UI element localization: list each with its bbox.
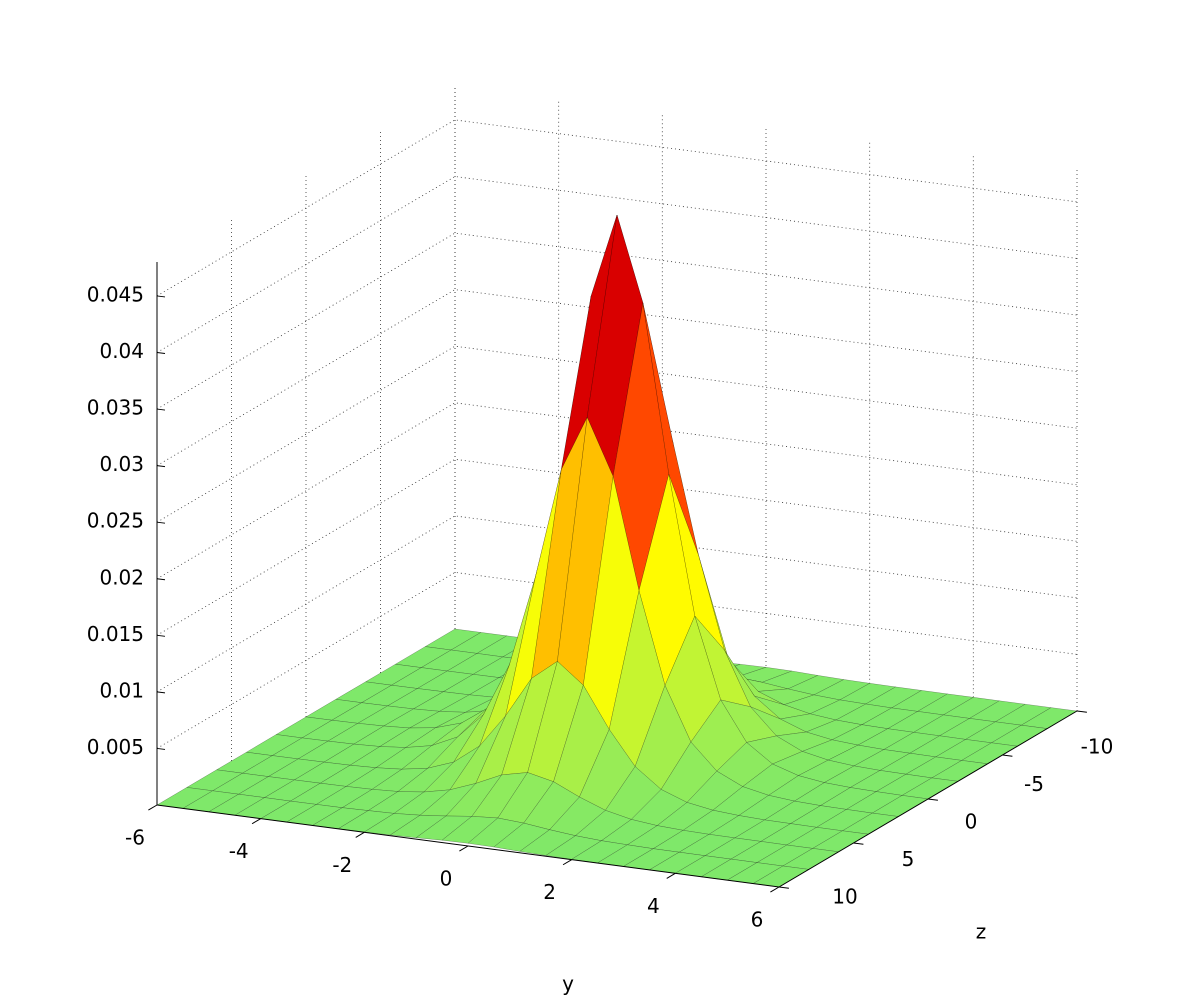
value-tick-label: 0.04 — [99, 339, 144, 363]
grid-line — [156, 176, 1078, 353]
tick-mark — [927, 798, 938, 801]
x-tick-label: 2 — [543, 880, 556, 904]
tick-mark — [156, 521, 166, 524]
tick-mark — [770, 886, 780, 893]
z-tick-label: -5 — [1024, 772, 1044, 796]
tick-mark — [156, 352, 166, 354]
tick-mark — [156, 691, 166, 694]
value-tick-label: 0.01 — [99, 678, 144, 702]
z-axis-label: z — [976, 920, 987, 944]
tick-mark — [666, 872, 676, 879]
tick-mark — [156, 578, 166, 581]
z-tick-label: 0 — [965, 810, 978, 834]
tick-mark — [853, 842, 864, 845]
value-tick-label: 0.03 — [99, 452, 144, 476]
value-tick-label: 0.025 — [87, 509, 144, 533]
tick-mark — [562, 859, 572, 866]
tick-mark — [459, 845, 469, 852]
value-tick-label: 0.005 — [87, 735, 144, 759]
grid-line — [156, 289, 1078, 466]
tick-mark — [251, 818, 261, 825]
tick-mark — [156, 408, 166, 411]
tick-mark — [148, 804, 158, 811]
tick-mark — [355, 831, 365, 838]
x-tick-label: -6 — [125, 826, 145, 850]
value-tick-label: 0.02 — [99, 565, 144, 589]
grid-line — [156, 119, 1078, 297]
z-tick-label: 5 — [902, 847, 915, 871]
tick-mark — [1002, 754, 1013, 757]
x-axis-label: y — [562, 972, 574, 996]
value-tick-label: 0.015 — [87, 622, 144, 646]
z-tick-label: -10 — [1081, 735, 1114, 759]
grid-line — [156, 458, 1078, 636]
tick-mark — [156, 465, 166, 468]
tick-mark — [778, 886, 789, 889]
grid-line — [156, 232, 1078, 410]
tick-mark — [156, 747, 166, 750]
tick-mark — [156, 634, 166, 637]
z-tick-label: 10 — [832, 885, 857, 909]
grid-line — [156, 515, 1078, 693]
x-tick-label: -4 — [229, 839, 249, 863]
grid-line — [156, 402, 1078, 580]
x-tick-label: 4 — [647, 894, 660, 918]
value-tick-label: 0.035 — [87, 396, 144, 420]
grid-line — [156, 571, 1078, 749]
x-tick-label: 0 — [440, 867, 453, 891]
x-tick-label: 6 — [751, 908, 764, 932]
tick-mark — [1076, 710, 1087, 713]
value-tick-label: 0.045 — [87, 282, 144, 306]
x-tick-label: -2 — [332, 853, 352, 877]
grid-line — [156, 345, 1078, 523]
tick-mark — [156, 295, 166, 298]
